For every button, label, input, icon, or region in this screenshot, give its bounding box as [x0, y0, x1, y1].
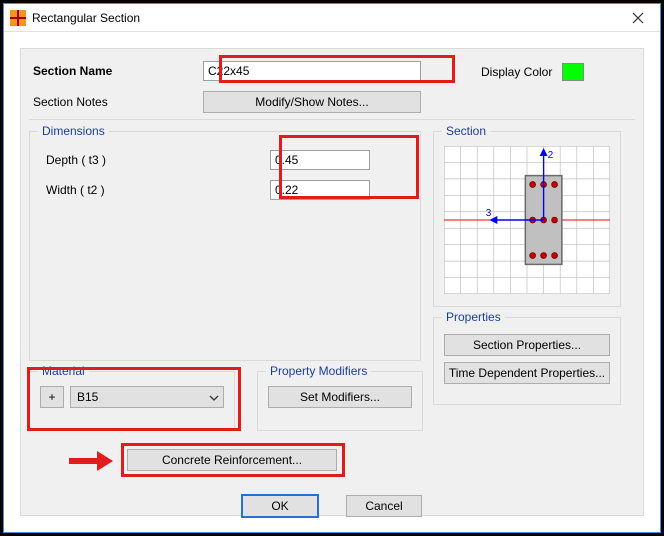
- modify-show-notes-button[interactable]: Modify/Show Notes...: [203, 91, 421, 113]
- section-name-input[interactable]: [203, 61, 421, 81]
- cancel-button[interactable]: Cancel: [346, 495, 422, 517]
- ok-button[interactable]: OK: [242, 495, 318, 517]
- app-icon: [10, 10, 26, 26]
- modifiers-legend: Property Modifiers: [266, 364, 371, 378]
- window-title: Rectangular Section: [32, 11, 140, 25]
- depth-input[interactable]: [270, 150, 370, 170]
- section-legend: Section: [442, 124, 490, 138]
- dimensions-legend: Dimensions: [38, 124, 109, 138]
- main-panel: Section Name Display Color Section Notes…: [20, 48, 644, 516]
- material-legend: Material: [38, 364, 89, 378]
- display-color-swatch[interactable]: [562, 63, 584, 81]
- time-dependent-properties-button[interactable]: Time Dependent Properties...: [444, 362, 610, 384]
- properties-group: Properties Section Properties... Time De…: [433, 317, 621, 405]
- section-name-label: Section Name: [33, 64, 112, 78]
- material-combo[interactable]: B15: [70, 386, 224, 408]
- properties-legend: Properties: [442, 310, 505, 324]
- separator: [29, 119, 635, 120]
- arrow-icon: [69, 451, 113, 471]
- display-color-label: Display Color: [481, 65, 552, 79]
- section-notes-label: Section Notes: [33, 95, 108, 109]
- section-properties-button[interactable]: Section Properties...: [444, 334, 610, 356]
- svg-text:2: 2: [548, 150, 554, 161]
- material-group: Material + B15: [29, 371, 235, 431]
- concrete-reinforcement-button[interactable]: Concrete Reinforcement...: [127, 449, 337, 471]
- width-label: Width ( t2 ): [40, 183, 270, 197]
- material-combo-value: B15: [77, 390, 98, 404]
- property-modifiers-group: Property Modifiers Set Modifiers...: [257, 371, 423, 431]
- section-preview: 23: [444, 146, 610, 294]
- svg-text:3: 3: [486, 208, 492, 219]
- section-preview-group: Section 23: [433, 131, 621, 307]
- titlebar: Rectangular Section: [4, 4, 660, 32]
- client-area: Section Name Display Color Section Notes…: [20, 48, 644, 516]
- width-input[interactable]: [270, 180, 370, 200]
- depth-label: Depth ( t3 ): [40, 153, 270, 167]
- dimensions-group: Dimensions Depth ( t3 ) Width ( t2 ): [29, 131, 421, 361]
- dialog-window: Rectangular Section Section Name Display…: [3, 3, 661, 533]
- add-material-button[interactable]: +: [40, 386, 64, 408]
- close-button[interactable]: [618, 6, 658, 30]
- chevron-down-icon: [209, 392, 219, 406]
- set-modifiers-button[interactable]: Set Modifiers...: [268, 386, 412, 408]
